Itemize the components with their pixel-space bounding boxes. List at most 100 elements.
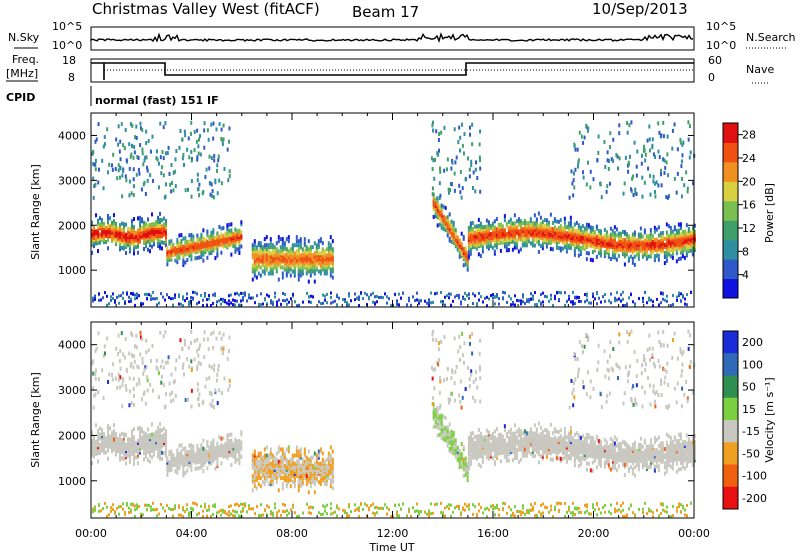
scatter-cell [307,463,310,468]
scatter-cell [647,166,650,171]
scatter-cell [677,244,680,249]
scatter-cell [168,452,171,457]
scatter-cell [309,473,312,478]
scatter-cell [95,235,97,240]
scatter-cell [198,255,201,260]
scatter-cell [161,450,163,455]
scatter-cell [234,239,237,244]
scatter-cell [609,236,612,241]
scatter-cell [212,456,215,461]
scatter-cell [263,465,266,470]
scatter-cell [487,454,490,459]
scatter-cell [113,445,115,450]
scatter-cell [499,447,502,452]
scatter-cell [105,440,107,445]
scatter-cell [263,265,266,270]
scatter-cell [253,259,256,264]
scatter-cell [285,259,288,264]
scatter-cell [662,157,665,162]
freq-label-line2: [MHz] [6,67,38,80]
scatter-cell [325,482,328,487]
scatter-cell [623,232,626,237]
scatter-cell [561,230,564,235]
scatter-cell [99,450,101,455]
scatter-cell [200,443,203,448]
scatter-cell [691,252,694,257]
scatter-cell [123,234,125,239]
scatter-cell [149,433,151,438]
scatter-cell [456,243,459,248]
scatter-cell [253,449,256,454]
scatter-cell [220,302,222,306]
scatter-cell [145,450,147,455]
scatter-cell [491,448,494,453]
scatter-cell [93,229,95,234]
scatter-cell [111,434,113,439]
scatter-cell [204,294,206,298]
scatter-cell [489,242,492,247]
scatter-cell [665,230,668,235]
scatter-cell [683,233,686,238]
scatter-cell [587,243,590,248]
scatter-cell [509,431,512,436]
scatter-cell [101,432,103,437]
scatter-cell [362,297,364,301]
scatter-cell [123,452,125,457]
scatter-cell [269,271,272,276]
scatter-cell [301,249,304,254]
scatter-cell [450,433,453,438]
scatter-cell [654,194,657,199]
scatter-cell [193,148,196,153]
scatter-cell [685,239,688,244]
scatter-cell [149,437,151,442]
scatter-cell [329,253,332,258]
scatter-cell [469,439,472,444]
scatter-cell [238,240,241,245]
scatter-cell [485,238,488,243]
scatter-cell [308,300,310,304]
scatter-cell [234,243,237,248]
scatter-cell [689,234,692,239]
scatter-cell [468,125,471,130]
scatter-cell [368,295,370,299]
scatter-cell [253,463,256,468]
scatter-cell [103,223,105,228]
scatter-cell [323,251,326,256]
scatter-cell [466,261,469,266]
scatter-cell [125,236,127,241]
scatter-cell [448,446,451,451]
scatter-cell [462,255,465,260]
scatter-cell [532,295,534,299]
scatter-cell [452,441,455,446]
scatter-cell [273,463,276,468]
scatter-cell [119,233,121,238]
scatter-cell [117,238,119,243]
scatter-cell [275,471,278,476]
scatter-cell [270,301,272,305]
scatter-cell [549,247,552,252]
scatter-cell [550,293,552,297]
scatter-cell [677,242,680,247]
scatter-cell [611,253,614,258]
scatter-cell [503,228,506,233]
scatter-cell [163,438,165,443]
scatter-cell [663,236,666,241]
scatter-cell [139,446,141,451]
scatter-cell [323,473,326,478]
scatter-cell [509,239,512,244]
scatter-cell [133,217,135,222]
scatter-cell [123,450,125,455]
scatter-cell [107,434,109,439]
scatter-cell [450,442,453,447]
scatter-cell [93,240,95,245]
scatter-cell [631,240,634,245]
scatter-cell [109,234,111,239]
scatter-cell [210,442,213,447]
scatter-cell [420,299,422,303]
scatter-cell [95,237,97,242]
scatter-cell [122,143,125,148]
scatter-cell [660,292,662,296]
scatter-cell [236,449,239,454]
scatter-cell [651,236,654,241]
scatter-cell [192,248,195,253]
